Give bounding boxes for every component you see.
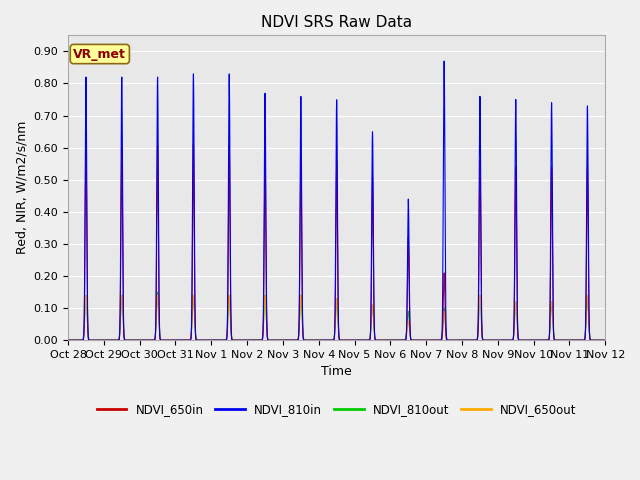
NDVI_650in — [602, 337, 609, 343]
Text: VR_met: VR_met — [74, 48, 126, 60]
NDVI_650out — [584, 292, 591, 298]
NDVI_650out — [266, 337, 273, 343]
Line: NDVI_810out: NDVI_810out — [68, 292, 605, 340]
NDVI_810out — [487, 337, 495, 343]
X-axis label: Time: Time — [321, 365, 352, 379]
Legend: NDVI_650in, NDVI_810in, NDVI_810out, NDVI_650out: NDVI_650in, NDVI_810in, NDVI_810out, NDV… — [92, 398, 582, 420]
NDVI_650out — [64, 337, 72, 343]
NDVI_810in — [179, 337, 187, 343]
Title: NDVI SRS Raw Data: NDVI SRS Raw Data — [261, 15, 412, 30]
NDVI_810out — [179, 337, 187, 343]
NDVI_650in — [487, 337, 495, 343]
Line: NDVI_650in: NDVI_650in — [68, 144, 605, 340]
NDVI_650in — [179, 337, 187, 343]
NDVI_810out — [602, 337, 609, 343]
NDVI_650out — [411, 337, 419, 343]
NDVI_650in — [173, 337, 181, 343]
NDVI_810in — [440, 58, 448, 64]
Line: NDVI_810in: NDVI_810in — [68, 61, 605, 340]
NDVI_650in — [266, 337, 273, 343]
NDVI_650in — [64, 337, 72, 343]
NDVI_650in — [600, 337, 607, 343]
NDVI_810in — [266, 337, 273, 343]
NDVI_810in — [600, 337, 607, 343]
NDVI_650out — [602, 337, 609, 343]
NDVI_650in — [154, 142, 161, 147]
NDVI_810in — [602, 337, 609, 343]
NDVI_650out — [600, 337, 607, 343]
NDVI_650out — [179, 337, 187, 343]
NDVI_810out — [600, 337, 607, 343]
NDVI_810out — [154, 289, 161, 295]
NDVI_810in — [173, 337, 181, 343]
NDVI_810out — [64, 337, 72, 343]
NDVI_810out — [266, 337, 273, 343]
NDVI_810in — [487, 337, 495, 343]
Line: NDVI_650out: NDVI_650out — [68, 295, 605, 340]
Y-axis label: Red, NIR, W/m2/s/nm: Red, NIR, W/m2/s/nm — [15, 121, 28, 254]
NDVI_810in — [411, 337, 419, 343]
NDVI_810out — [411, 337, 419, 343]
NDVI_650out — [173, 337, 181, 343]
NDVI_810out — [173, 337, 181, 343]
NDVI_810in — [64, 337, 72, 343]
NDVI_650out — [487, 337, 495, 343]
NDVI_650in — [411, 337, 419, 343]
